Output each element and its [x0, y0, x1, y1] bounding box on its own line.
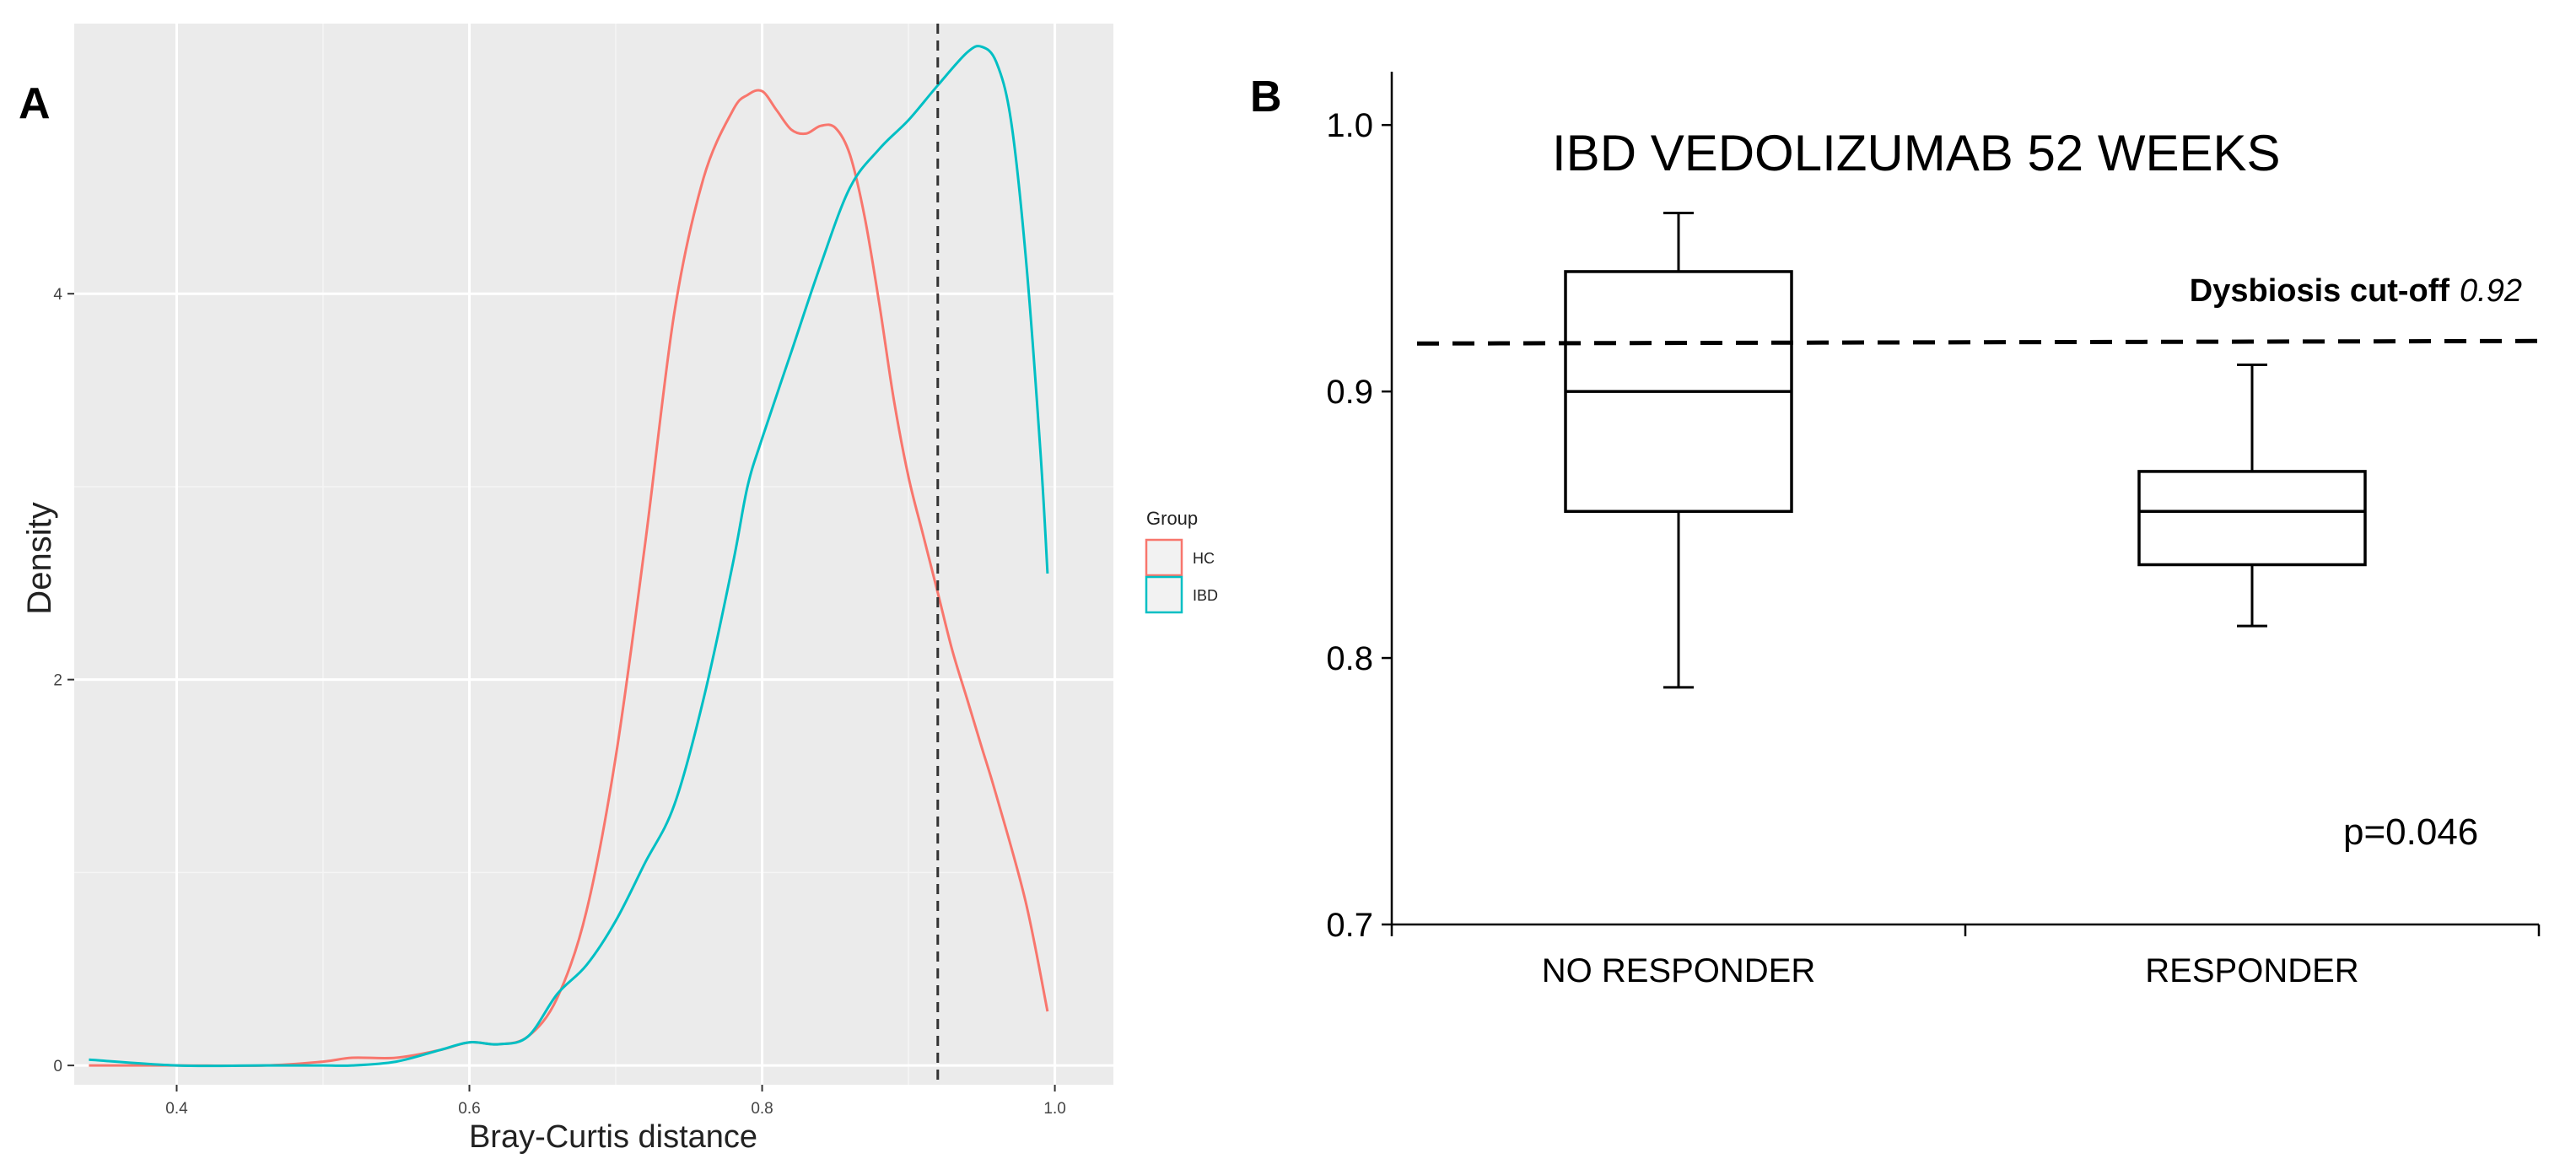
panel-a: A 0.4 0.6 0.8 1.0 024 Bray-Curtis distance …: [19, 24, 1218, 1155]
legend-key-hc: [1145, 538, 1183, 577]
cutoff-value: 0.92: [2460, 273, 2522, 309]
x-tick-label: 0.4: [165, 1100, 188, 1118]
box-iqr: [2137, 470, 2367, 567]
dysbiosis-cutoff-line: [1416, 338, 2540, 346]
x-tick-label: 0.8: [751, 1100, 773, 1118]
y-tick-label: 2: [53, 672, 62, 690]
plot-a-curves: [89, 45, 1049, 1068]
y-tick-label-b: 0.8: [1326, 640, 1373, 677]
plot-a-x-axis-ticks: 0.4 0.6 0.8 1.0: [165, 1085, 1066, 1118]
density-line-ibd: [89, 45, 1049, 1068]
p-value-annotation: p=0.046: [2343, 811, 2478, 853]
plot-a-background: [74, 24, 1113, 1085]
y-tick-label-b: 1.0: [1326, 107, 1373, 144]
legend-title: Group: [1146, 508, 1198, 529]
chart-b-title: IBD VEDOLIZUMAB 52 WEEKS: [1552, 125, 2281, 181]
x-axis-title-a: Bray-Curtis distance: [469, 1119, 757, 1155]
plot-a-gridlines: [74, 24, 1113, 1085]
plot-b-boxes: [1564, 211, 2367, 689]
x-tick-label-b: NO RESPONDER: [1542, 952, 1816, 989]
y-tick-label: 4: [53, 286, 62, 304]
y-tick-label-b: 0.9: [1326, 374, 1373, 411]
boxplot-responder: [2137, 364, 2367, 628]
plot-a-y-axis-ticks: 0 2 4: [53, 286, 74, 1075]
panel-b-label: B: [1250, 73, 1282, 121]
y-tick-label: 0: [53, 1058, 62, 1075]
boxplot-no-responder: [1564, 211, 1793, 689]
y-tick-label-b: 0.7: [1326, 907, 1373, 944]
x-tick-label: 1.0: [1043, 1100, 1065, 1118]
panel-a-label: A: [19, 79, 51, 128]
cutoff-annotation: Dysbiosis cut-off 0.92: [2190, 273, 2522, 309]
y-axis-title-a: Density: [21, 502, 58, 614]
plot-b-axes: 0.7 0.8 0.9 1.0 NO RESPONDER RESPONDER: [1326, 72, 2541, 989]
legend: Group HC IBD: [1145, 508, 1218, 614]
x-tick-label-b: RESPONDER: [2145, 952, 2358, 989]
panel-b: B IBD VEDOLIZUMAB 52 WEEKS 0.7 0.8 0.9 1.0 N…: [1250, 72, 2541, 989]
cutoff-label: Dysbiosis cut-off: [2190, 273, 2450, 309]
legend-key-ibd: [1145, 575, 1183, 614]
legend-label-ibd: IBD: [1193, 587, 1218, 604]
x-tick-label: 0.6: [458, 1100, 480, 1118]
legend-label-hc: HC: [1193, 550, 1215, 567]
